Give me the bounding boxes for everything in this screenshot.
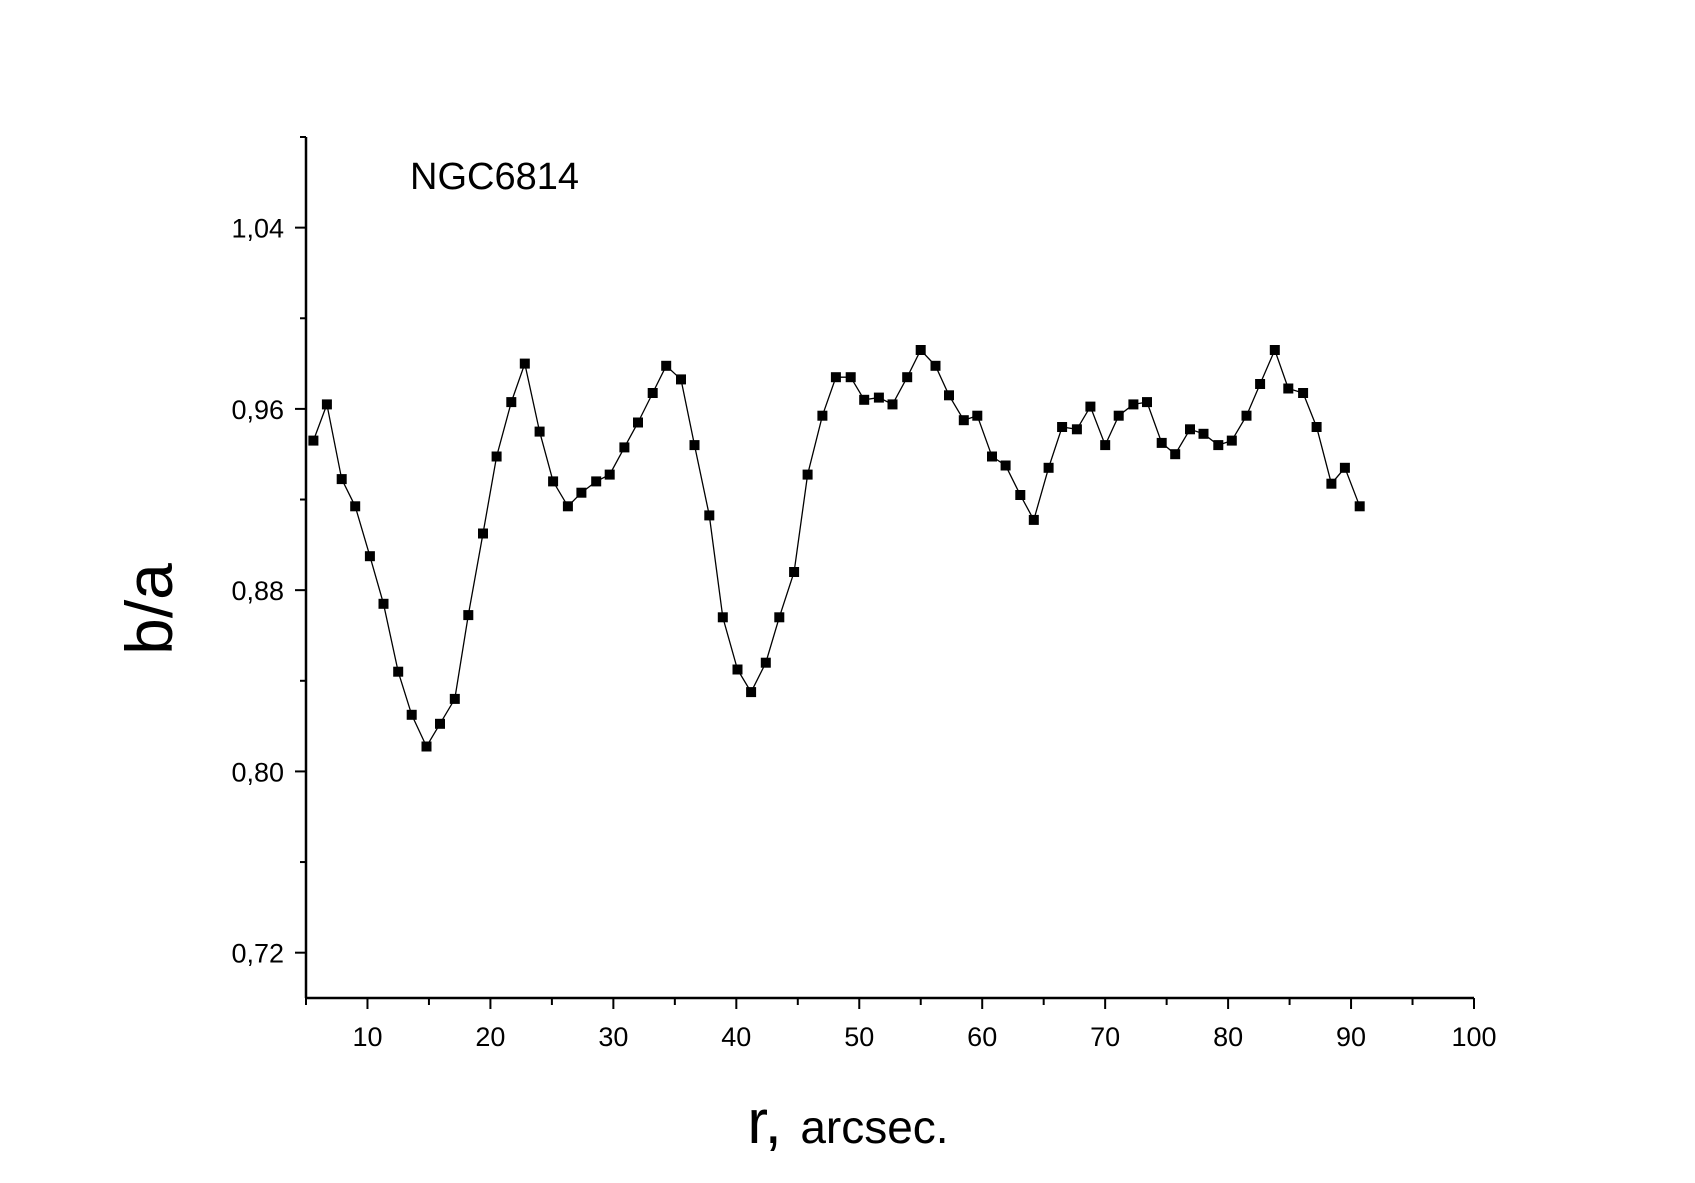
y-tick-label: 0,96 bbox=[231, 395, 284, 425]
data-point bbox=[902, 372, 913, 383]
data-point bbox=[350, 501, 361, 512]
data-point bbox=[378, 598, 389, 609]
data-point bbox=[435, 718, 445, 729]
x-axis-label-unit: arcsec. bbox=[800, 1101, 948, 1153]
data-point bbox=[478, 528, 488, 539]
data-point bbox=[619, 442, 630, 453]
data-point bbox=[859, 394, 870, 405]
axes-layer: 10 20 30 40 50 60 70 80 90 100 0,72 0,80 0,88 0,96 1,0… bbox=[231, 136, 1497, 1052]
x-tick-label: 40 bbox=[721, 1022, 751, 1052]
data-point bbox=[958, 415, 969, 426]
data-point bbox=[393, 666, 404, 677]
data-point bbox=[817, 410, 828, 421]
y-tick-label: 0,72 bbox=[231, 939, 284, 969]
data-point bbox=[1028, 514, 1039, 525]
data-point bbox=[1185, 424, 1195, 435]
y-tick-label: 0,80 bbox=[231, 757, 284, 787]
x-tick-label: 50 bbox=[844, 1022, 874, 1052]
data-point bbox=[1000, 460, 1011, 471]
data-point bbox=[591, 476, 602, 487]
x-axis-label-symbol: r, bbox=[747, 1088, 781, 1157]
data-point bbox=[1311, 422, 1322, 432]
data-point bbox=[321, 399, 332, 410]
data-point bbox=[406, 709, 417, 720]
data-point bbox=[519, 358, 530, 369]
x-tick-label: 70 bbox=[1090, 1022, 1120, 1052]
data-point bbox=[548, 476, 559, 487]
data-point bbox=[562, 501, 573, 512]
series-line bbox=[312, 348, 1361, 748]
data-point bbox=[1198, 428, 1209, 439]
data-point bbox=[576, 487, 587, 498]
x-axis-label: r, arcsec. bbox=[747, 1088, 948, 1157]
data-point bbox=[1213, 440, 1224, 451]
data-point bbox=[491, 451, 502, 462]
x-tick-label: 80 bbox=[1213, 1022, 1243, 1052]
data-point bbox=[633, 417, 643, 428]
data-point bbox=[506, 397, 517, 408]
data-point bbox=[463, 610, 474, 621]
y-tick-label: 1,04 bbox=[231, 214, 284, 244]
data-point bbox=[1015, 490, 1026, 500]
data-point bbox=[830, 372, 841, 383]
data-point bbox=[1100, 440, 1111, 451]
data-point bbox=[1085, 401, 1096, 412]
data-point bbox=[1298, 388, 1309, 398]
data-point bbox=[915, 345, 926, 355]
data-point bbox=[704, 510, 715, 521]
data-point bbox=[1241, 410, 1252, 421]
data-point bbox=[1283, 383, 1294, 394]
data-point bbox=[308, 435, 319, 446]
data-point bbox=[789, 567, 800, 577]
data-point bbox=[689, 440, 700, 451]
y-tick-label: 0,88 bbox=[231, 576, 284, 606]
y-axis-label: b/a bbox=[112, 563, 186, 655]
data-point bbox=[987, 451, 997, 462]
data-point bbox=[604, 469, 615, 480]
x-tick-label: 100 bbox=[1451, 1022, 1496, 1052]
data-point bbox=[802, 469, 813, 480]
data-point bbox=[364, 551, 375, 562]
data-point bbox=[1057, 422, 1068, 432]
data-point bbox=[873, 392, 884, 403]
data-point bbox=[944, 390, 954, 401]
x-tick-label: 90 bbox=[1336, 1022, 1366, 1052]
data-point bbox=[746, 687, 757, 698]
data-point bbox=[930, 360, 941, 371]
data-point bbox=[1255, 379, 1266, 389]
data-point bbox=[1326, 478, 1337, 489]
x-tick-label: 20 bbox=[475, 1022, 505, 1052]
data-point bbox=[845, 372, 856, 383]
data-point bbox=[732, 664, 743, 675]
data-point bbox=[1142, 397, 1152, 408]
data-point bbox=[647, 388, 658, 398]
data-point bbox=[1354, 501, 1365, 512]
data-point bbox=[760, 657, 771, 668]
data-point bbox=[1156, 437, 1167, 448]
data-point bbox=[972, 410, 983, 421]
series-layer bbox=[308, 345, 1365, 752]
data-point bbox=[676, 374, 686, 385]
data-point bbox=[1269, 345, 1280, 355]
data-point bbox=[1339, 462, 1350, 473]
x-tick-label: 30 bbox=[598, 1022, 628, 1052]
data-point bbox=[1128, 399, 1139, 410]
data-point bbox=[1226, 435, 1237, 446]
x-tick-label: 60 bbox=[967, 1022, 997, 1052]
data-point bbox=[717, 612, 728, 623]
chart-annotation: NGC6814 bbox=[410, 156, 579, 198]
x-tick-label: 10 bbox=[352, 1022, 382, 1052]
data-point bbox=[887, 399, 898, 410]
data-point bbox=[1170, 449, 1181, 460]
data-point bbox=[1113, 410, 1124, 421]
data-point bbox=[421, 741, 432, 752]
data-point bbox=[336, 474, 347, 485]
data-point bbox=[1071, 424, 1082, 435]
data-point bbox=[534, 426, 545, 437]
data-point bbox=[449, 693, 460, 704]
data-point bbox=[774, 612, 785, 623]
data-point bbox=[1043, 462, 1054, 473]
data-point bbox=[661, 360, 672, 371]
